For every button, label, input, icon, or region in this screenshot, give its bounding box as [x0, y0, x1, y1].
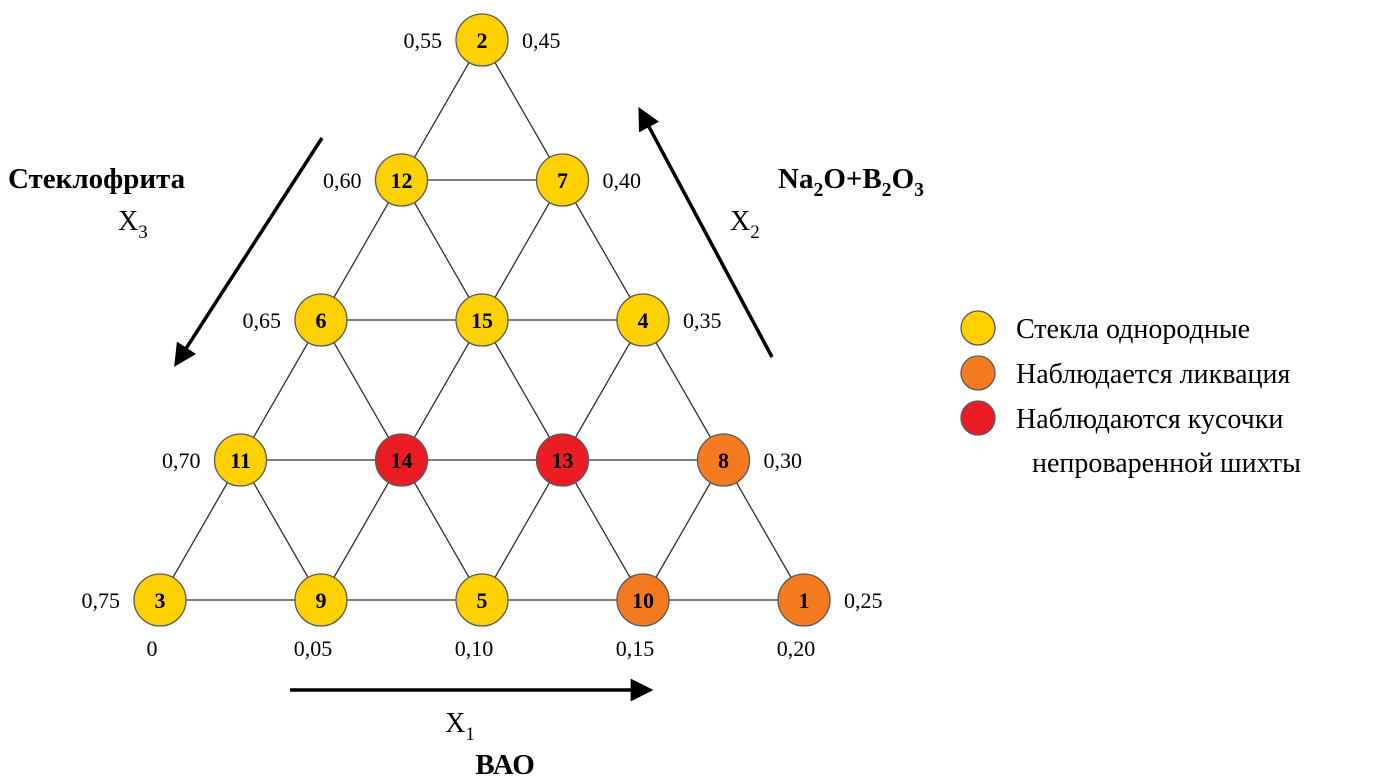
legend-swatch-yellow — [960, 310, 996, 346]
axis-tick-labels: 0,55 0,45 0,60 0,40 0,65 0,35 0,70 0,30 0,75 0,25… — [82, 28, 883, 661]
node-13-label: 13 — [552, 448, 574, 473]
node-1-circle — [777, 573, 831, 627]
node-15-circle — [455, 293, 509, 347]
x2-axis-arrow — [638, 106, 774, 358]
x2-tick-label: 0,25 — [844, 588, 883, 613]
x2-axis-symbol: X2 — [730, 206, 760, 243]
x3-tick-label: 0,55 — [404, 28, 443, 53]
lattice-edge — [481, 179, 564, 321]
x3-tick-label: 0,70 — [162, 448, 201, 473]
x1-tick-label: 0,10 — [455, 636, 494, 661]
x3-tick-label: 0,75 — [82, 588, 121, 613]
axis-arrows — [174, 106, 774, 702]
node-2-label: 2 — [477, 28, 488, 53]
lattice-edge — [481, 459, 564, 601]
legend-label: непроваренной шихты — [1032, 448, 1301, 479]
lattice-edge — [239, 319, 322, 461]
x3-tick-label: 0,60 — [323, 168, 362, 193]
node-12-label: 12 — [391, 168, 413, 193]
node-10-label: 10 — [632, 588, 654, 613]
lattice-edge — [481, 39, 564, 181]
node-12-circle — [374, 153, 429, 207]
x1-tick-label: 0,15 — [616, 636, 655, 661]
node-14-label: 14 — [391, 448, 413, 473]
node-5-circle — [455, 573, 509, 627]
x1-axis-symbol: X1 — [445, 708, 475, 745]
node-4-circle — [616, 293, 670, 347]
node-6-circle — [294, 293, 348, 347]
legend-label: Наблюдается ликвация — [1016, 359, 1290, 390]
lattice-edge — [642, 459, 725, 601]
lattice-edge — [561, 459, 644, 601]
node-2-circle — [455, 13, 509, 67]
node-4-label: 4 — [638, 308, 649, 333]
x3-axis-arrow — [174, 137, 324, 367]
node-6-label: 6 — [316, 308, 327, 333]
legend-label: Стекла однородные — [1016, 314, 1250, 345]
lattice-edge — [481, 319, 564, 461]
x2-tick-label: 0,30 — [764, 448, 803, 473]
legend-label: Наблюдаются кусочки — [1016, 404, 1283, 435]
node-3-label: 3 — [155, 588, 166, 613]
node-3-circle — [133, 573, 187, 627]
lattice-edge — [400, 39, 483, 181]
x3-axis-symbol: X3 — [118, 206, 148, 243]
x1-tick-label: 0,20 — [777, 636, 816, 661]
lattice-edge — [400, 319, 483, 461]
lattice-edge — [561, 319, 644, 461]
node-10-circle — [616, 573, 670, 627]
lattice-edge — [400, 459, 483, 601]
node-8-circle — [696, 433, 751, 487]
x2-axis-name: Na2O+B2O3 — [778, 163, 924, 201]
lattice-edges — [159, 39, 805, 601]
node-8-label: 8 — [718, 448, 729, 473]
legend-swatch-red — [960, 400, 996, 436]
x1-tick-label: 0,05 — [294, 636, 333, 661]
lattice-edge — [320, 179, 403, 321]
lattice-nodes: 2 12 7 6 15 4 11 14 13 8 3 9 5 10 1 — [133, 13, 831, 627]
node-5-label: 5 — [477, 588, 488, 613]
lattice-edge — [561, 179, 644, 321]
x2-tick-label: 0,35 — [683, 308, 722, 333]
x2-tick-label: 0,40 — [603, 168, 642, 193]
node-14-circle — [374, 433, 429, 487]
node-11-label: 11 — [230, 448, 251, 473]
x2-tick-label: 0,45 — [522, 28, 561, 53]
node-7-circle — [535, 153, 590, 207]
lattice-edge — [400, 179, 483, 321]
lattice-edge — [239, 459, 322, 601]
lattice-edge — [320, 459, 403, 601]
x1-tick-label: 0 — [147, 636, 158, 661]
x3-axis-name: Стеклофрита — [8, 163, 186, 195]
node-9-label: 9 — [316, 588, 327, 613]
node-9-circle — [294, 573, 348, 627]
legend-swatch-orange — [960, 355, 996, 391]
lattice-edge — [642, 319, 725, 461]
node-15-label: 15 — [471, 308, 493, 333]
lattice-edge — [159, 459, 242, 601]
lattice-edge — [722, 459, 805, 601]
node-7-label: 7 — [557, 168, 568, 193]
x1-axis-name: ВАО — [475, 749, 535, 781]
node-13-circle — [535, 433, 590, 487]
x3-tick-label: 0,65 — [243, 308, 282, 333]
lattice-edge — [320, 319, 403, 461]
node-11-circle — [213, 433, 268, 487]
node-1-label: 1 — [799, 588, 810, 613]
legend: Стекла однородные Наблюдается ликвация Наб… — [960, 310, 1301, 479]
